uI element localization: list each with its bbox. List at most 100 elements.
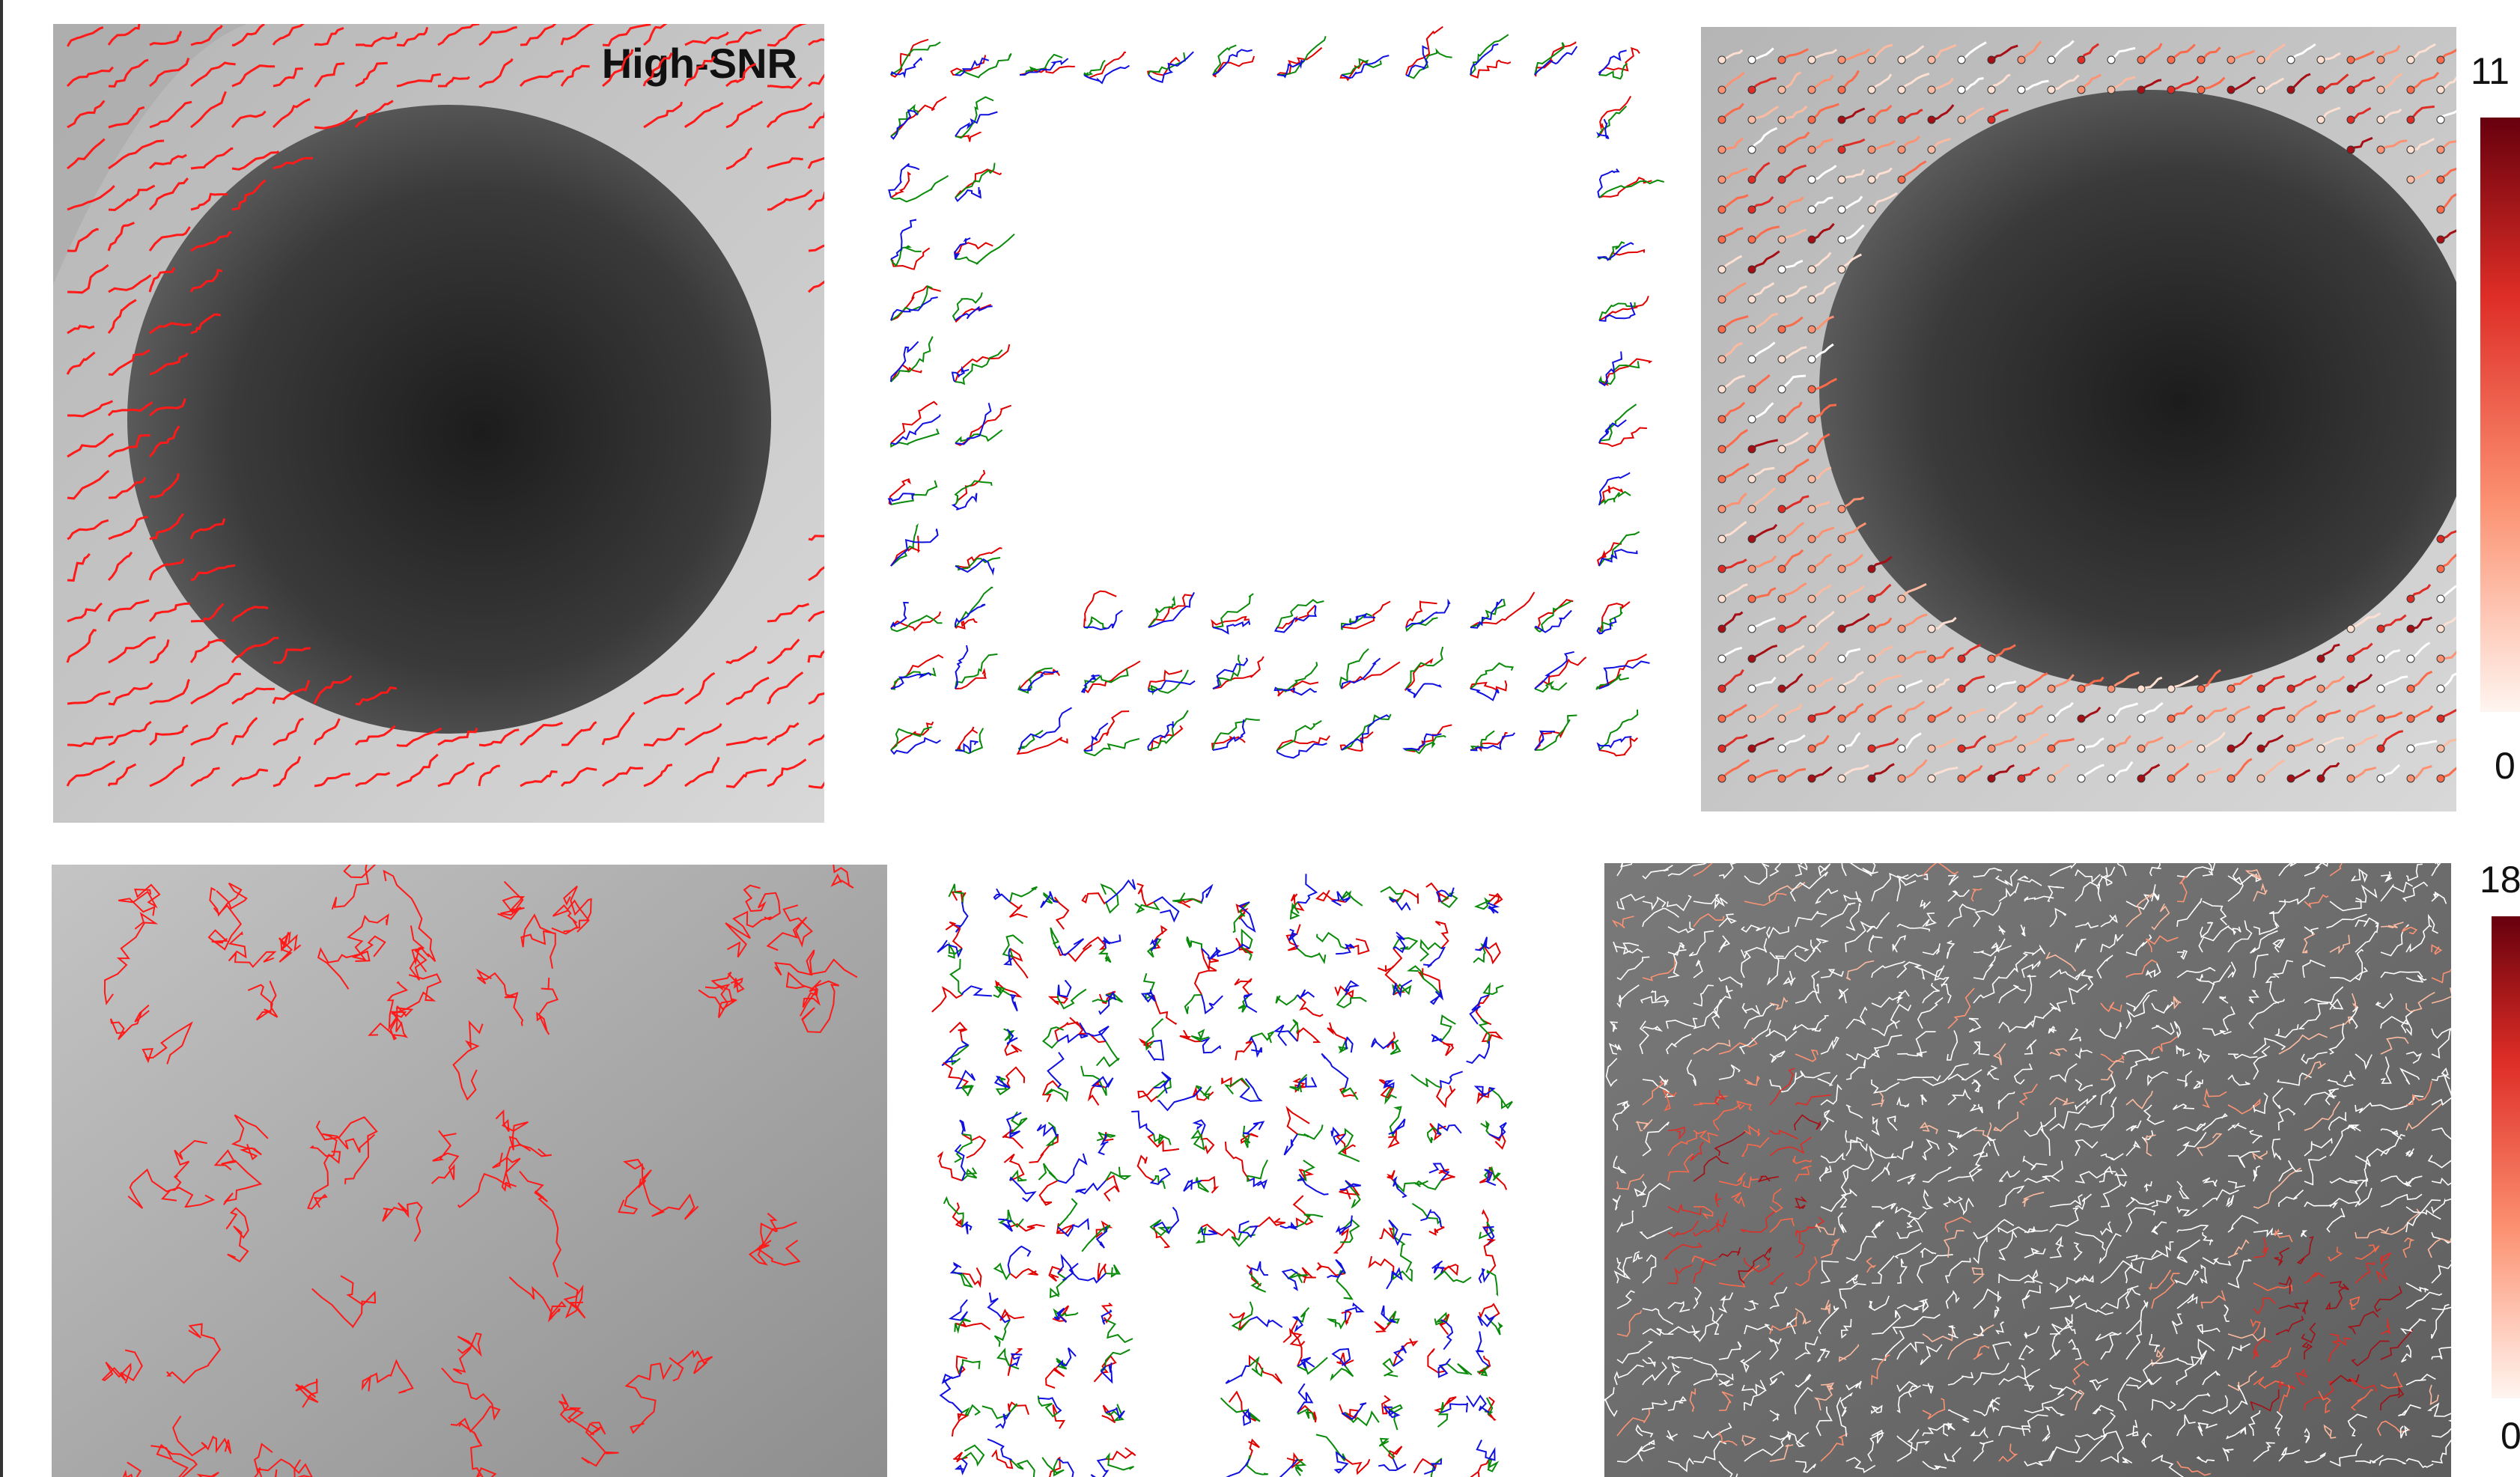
track — [1613, 1364, 1644, 1386]
track — [1841, 612, 1870, 630]
track — [386, 981, 414, 1031]
track — [2151, 1036, 2178, 1055]
bead — [2406, 594, 2415, 603]
track — [2200, 1290, 2227, 1309]
track — [103, 912, 159, 1005]
track — [1896, 1258, 1908, 1284]
track — [1998, 1185, 2025, 1208]
track — [1811, 281, 1836, 301]
track — [1845, 921, 1875, 953]
track — [231, 768, 268, 788]
track — [1894, 1206, 1927, 1220]
track — [1242, 1407, 1252, 1426]
track — [354, 100, 394, 129]
track — [890, 174, 949, 203]
track — [1389, 1106, 1402, 1137]
track — [2170, 76, 2200, 91]
track — [2409, 105, 2435, 121]
track — [1091, 1076, 1114, 1088]
track — [2431, 1177, 2451, 1187]
track — [2200, 767, 2222, 780]
track — [1083, 722, 1109, 752]
track — [1667, 1395, 1687, 1411]
track — [2380, 1009, 2415, 1029]
track — [2429, 1384, 2439, 1406]
track — [1637, 1440, 1655, 1462]
track — [1693, 894, 1720, 904]
track — [2050, 40, 2075, 61]
track — [519, 1170, 561, 1278]
track — [1595, 673, 1629, 690]
track — [1212, 657, 1249, 689]
track — [1484, 1397, 1494, 1416]
bead — [2406, 115, 2415, 124]
track — [1794, 1386, 1813, 1415]
track — [698, 983, 737, 1019]
track — [1781, 228, 1807, 241]
track — [1811, 553, 1833, 570]
track — [1148, 591, 1195, 628]
track — [2405, 1374, 2436, 1386]
track — [1811, 583, 1832, 600]
track — [1345, 1458, 1371, 1476]
bead — [2376, 654, 2385, 663]
track — [1871, 645, 1893, 660]
bead — [1807, 415, 1816, 424]
bead — [2077, 55, 2086, 64]
track — [1871, 872, 1909, 902]
bead — [2316, 85, 2325, 94]
track — [1871, 1020, 1900, 1037]
track — [2125, 1300, 2149, 1335]
track — [2405, 1102, 2443, 1131]
track — [1389, 898, 1411, 911]
track — [1405, 600, 1437, 628]
track — [1693, 1039, 1731, 1055]
track — [1009, 1111, 1028, 1135]
track — [1054, 1021, 1083, 1042]
track — [390, 973, 442, 1024]
track — [1820, 1109, 1834, 1131]
track — [1279, 1458, 1298, 1477]
track — [190, 564, 236, 582]
track — [1273, 686, 1317, 696]
track — [452, 1020, 484, 1101]
track — [1434, 1312, 1448, 1326]
bead — [1777, 145, 1786, 154]
bead — [1867, 654, 1876, 663]
track — [1405, 724, 1452, 752]
track — [1297, 1267, 1316, 1284]
track — [231, 24, 265, 47]
track — [2200, 669, 2221, 690]
track — [1810, 252, 1832, 271]
bead — [2376, 624, 2385, 633]
track — [1483, 1238, 1497, 1274]
track — [2100, 1153, 2124, 1161]
track — [231, 636, 279, 663]
track — [67, 602, 103, 623]
track — [2290, 674, 2317, 690]
track — [1769, 945, 1810, 960]
track — [1381, 1305, 1396, 1324]
track — [1488, 1121, 1507, 1139]
track — [2049, 1384, 2083, 1395]
track — [2171, 1313, 2183, 1335]
track — [1769, 1068, 1795, 1106]
bead — [2436, 564, 2445, 573]
bead — [2286, 85, 2295, 94]
track — [273, 67, 304, 88]
track — [2045, 951, 2077, 972]
track — [2202, 1231, 2214, 1246]
track — [939, 1378, 963, 1413]
bead — [1717, 205, 1726, 214]
track — [2380, 1128, 2402, 1140]
track — [190, 25, 223, 46]
bead — [1747, 744, 1756, 753]
track — [948, 1299, 969, 1321]
track — [1475, 1331, 1490, 1367]
track — [2410, 138, 2435, 151]
track — [1718, 1341, 1742, 1360]
bead — [2167, 85, 2176, 94]
track — [993, 1262, 1011, 1281]
track — [1466, 1041, 1490, 1065]
track — [1612, 1104, 1631, 1131]
